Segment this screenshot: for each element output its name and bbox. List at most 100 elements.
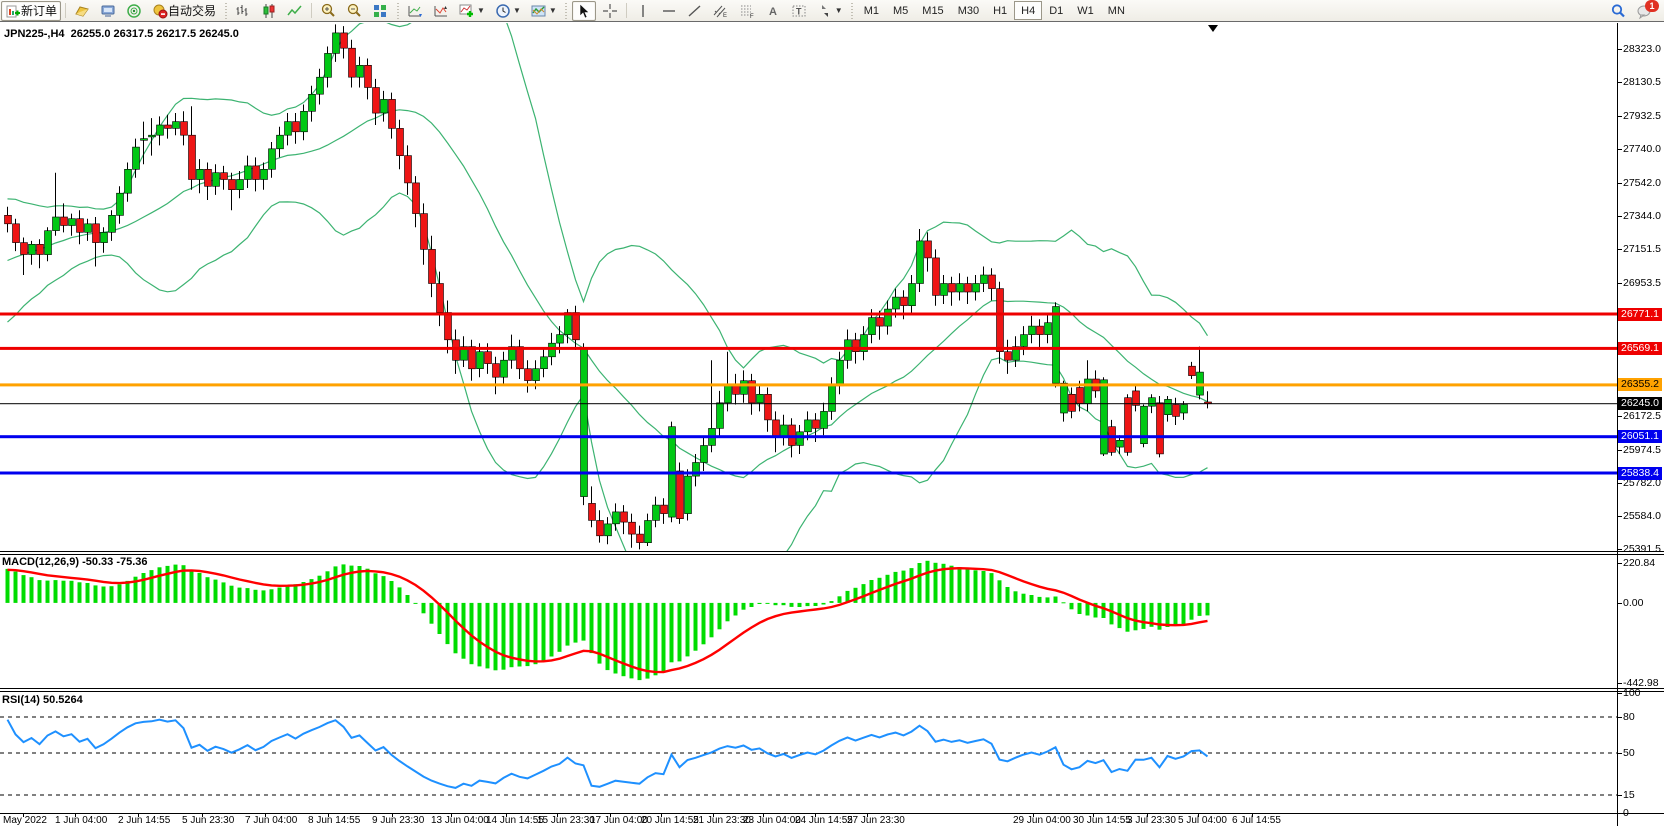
tab-timeframe-m5[interactable]: M5: [893, 4, 909, 17]
cursor-tool-button[interactable]: [571, 0, 596, 21]
indicator-list-icon: [433, 3, 449, 19]
price-level-label: 26245.0: [1618, 397, 1662, 411]
rsi-name: RSI(14): [2, 694, 40, 706]
zoom-in-icon: [320, 3, 336, 19]
add-indicator-button[interactable]: ▼: [455, 1, 489, 21]
rsi-levels: [0, 716, 1617, 796]
chevron-down-icon: ▼: [512, 6, 521, 15]
tab-timeframe-w1[interactable]: W1: [1077, 4, 1094, 17]
tab-timeframe-d1[interactable]: D1: [1049, 4, 1064, 17]
strategy-tester-button[interactable]: [122, 1, 146, 21]
macd-name: MACD(12,26,9): [2, 556, 80, 568]
tab-timeframe-h1[interactable]: H1: [993, 4, 1008, 17]
chart-ohlc-values: 26255.0 26317.5 26217.5 26245.0: [70, 28, 239, 40]
zoom-out-icon: [346, 3, 362, 19]
chart-ohlc-title: JPN225-,H4 26255.0 26317.5 26217.5 26245…: [4, 28, 239, 40]
crosshair-icon: [602, 3, 618, 19]
price-chart-canvas[interactable]: [0, 23, 1617, 826]
vertical-line-icon: [635, 3, 651, 19]
search-button[interactable]: [1606, 1, 1630, 21]
axis-tick-label: 26953.5: [1623, 276, 1661, 289]
arrows-tool-button[interactable]: ▼: [813, 1, 847, 21]
toolbar-grip[interactable]: [563, 2, 569, 19]
toolbar-grip[interactable]: [849, 2, 855, 19]
time-axis-line: [0, 813, 1664, 814]
axis-tick-label: 50: [1623, 747, 1635, 759]
price-level-label: 26569.1: [1618, 341, 1662, 355]
trendline-tool-button[interactable]: [683, 1, 707, 21]
line-chart-type-button[interactable]: [283, 1, 307, 21]
toolbar-separator: [65, 3, 67, 18]
tab-timeframe-m1[interactable]: M1: [863, 4, 879, 17]
chart-shift-marker-icon[interactable]: [1208, 25, 1218, 32]
price-axis-border: [1617, 23, 1618, 826]
tab-timeframe-m15[interactable]: M15: [922, 4, 944, 17]
rsi-line: [6, 718, 1209, 789]
axis-tick-label: 28130.5: [1623, 76, 1661, 89]
period-button[interactable]: ▼: [491, 1, 525, 21]
macd-values: -50.33 -75.36: [82, 556, 148, 568]
candlestick-icon: [261, 3, 277, 19]
auto-trading-button[interactable]: 自动交易: [148, 1, 220, 21]
tab-timeframe-mn[interactable]: MN: [1107, 4, 1125, 17]
rsi-value: 50.5264: [42, 694, 83, 706]
level-line: [0, 346, 1617, 350]
tab-timeframe-h4[interactable]: H4: [1014, 1, 1043, 20]
axis-tick-label: 80: [1623, 711, 1635, 723]
line-chart-icon: [287, 3, 303, 19]
pane-splitter[interactable]: [0, 688, 1664, 692]
tile-windows-button[interactable]: [368, 1, 392, 21]
auto-trading-icon: [152, 3, 168, 19]
macd-histogram: [5, 560, 1210, 681]
toolbar-grip[interactable]: [395, 2, 401, 19]
text-tool-button[interactable]: A: [761, 1, 785, 21]
toolbar-separator: [625, 3, 627, 18]
terminal-icon: [100, 3, 116, 19]
tab-timeframe-m30[interactable]: M30: [957, 4, 980, 17]
market-watch-button[interactable]: [70, 1, 94, 21]
notifications-button[interactable]: 1: [1632, 0, 1659, 21]
indicator-window-button[interactable]: [403, 1, 427, 21]
indicator-list-button[interactable]: [429, 1, 453, 21]
macd-signal-line: [7, 566, 1208, 674]
new-order-icon: [5, 3, 21, 19]
axis-tick-label: 28323.0: [1623, 43, 1661, 56]
chevron-down-icon: ▼: [477, 6, 485, 15]
axis-tick-label: 27344.0: [1623, 210, 1661, 223]
rsi-indicator-label: RSI(14) 50.5264: [2, 694, 83, 706]
axis-tick-label: 27542.0: [1623, 176, 1661, 189]
search-icon: [1610, 3, 1626, 19]
pane-splitter[interactable]: [0, 551, 1664, 555]
new-order-label: 新订单: [21, 4, 58, 18]
level-line: [0, 383, 1617, 387]
gold-bar-icon: [74, 3, 90, 19]
price-level-label: 25838.4: [1618, 466, 1662, 480]
axis-tick-label: 25974.5: [1623, 443, 1661, 456]
fibonacci-tool-button[interactable]: F: [735, 1, 759, 21]
zoom-out-button[interactable]: [342, 1, 366, 21]
bar-chart-type-button[interactable]: [231, 1, 255, 21]
candlesticks: [4, 24, 1212, 550]
equidistant-channel-tool-button[interactable]: E: [709, 1, 733, 21]
bar-chart-icon: [235, 3, 251, 19]
level-line: [0, 312, 1617, 316]
candlestick-type-button[interactable]: [257, 1, 281, 21]
price-level-label: 26771.1: [1618, 307, 1662, 321]
axis-tick-label: 15: [1623, 789, 1635, 801]
level-line: [0, 403, 1617, 405]
text-label-tool-button[interactable]: T: [787, 1, 811, 21]
crosshair-tool-button[interactable]: [598, 1, 622, 21]
terminal-button[interactable]: [96, 1, 120, 21]
zoom-in-button[interactable]: [316, 1, 340, 21]
text-label-icon: T: [791, 3, 807, 19]
clock-icon: [495, 3, 511, 19]
template-button[interactable]: ▼: [527, 1, 561, 21]
horizontal-line-tool-button[interactable]: [657, 1, 681, 21]
channel-icon: E: [713, 3, 729, 19]
toolbar-grip[interactable]: [223, 2, 229, 19]
radar-icon: [126, 3, 142, 19]
trendline-icon: [687, 3, 703, 19]
auto-trading-label: 自动交易: [168, 4, 217, 18]
vertical-line-tool-button[interactable]: [631, 1, 655, 21]
new-order-button[interactable]: 新订单: [1, 0, 62, 21]
